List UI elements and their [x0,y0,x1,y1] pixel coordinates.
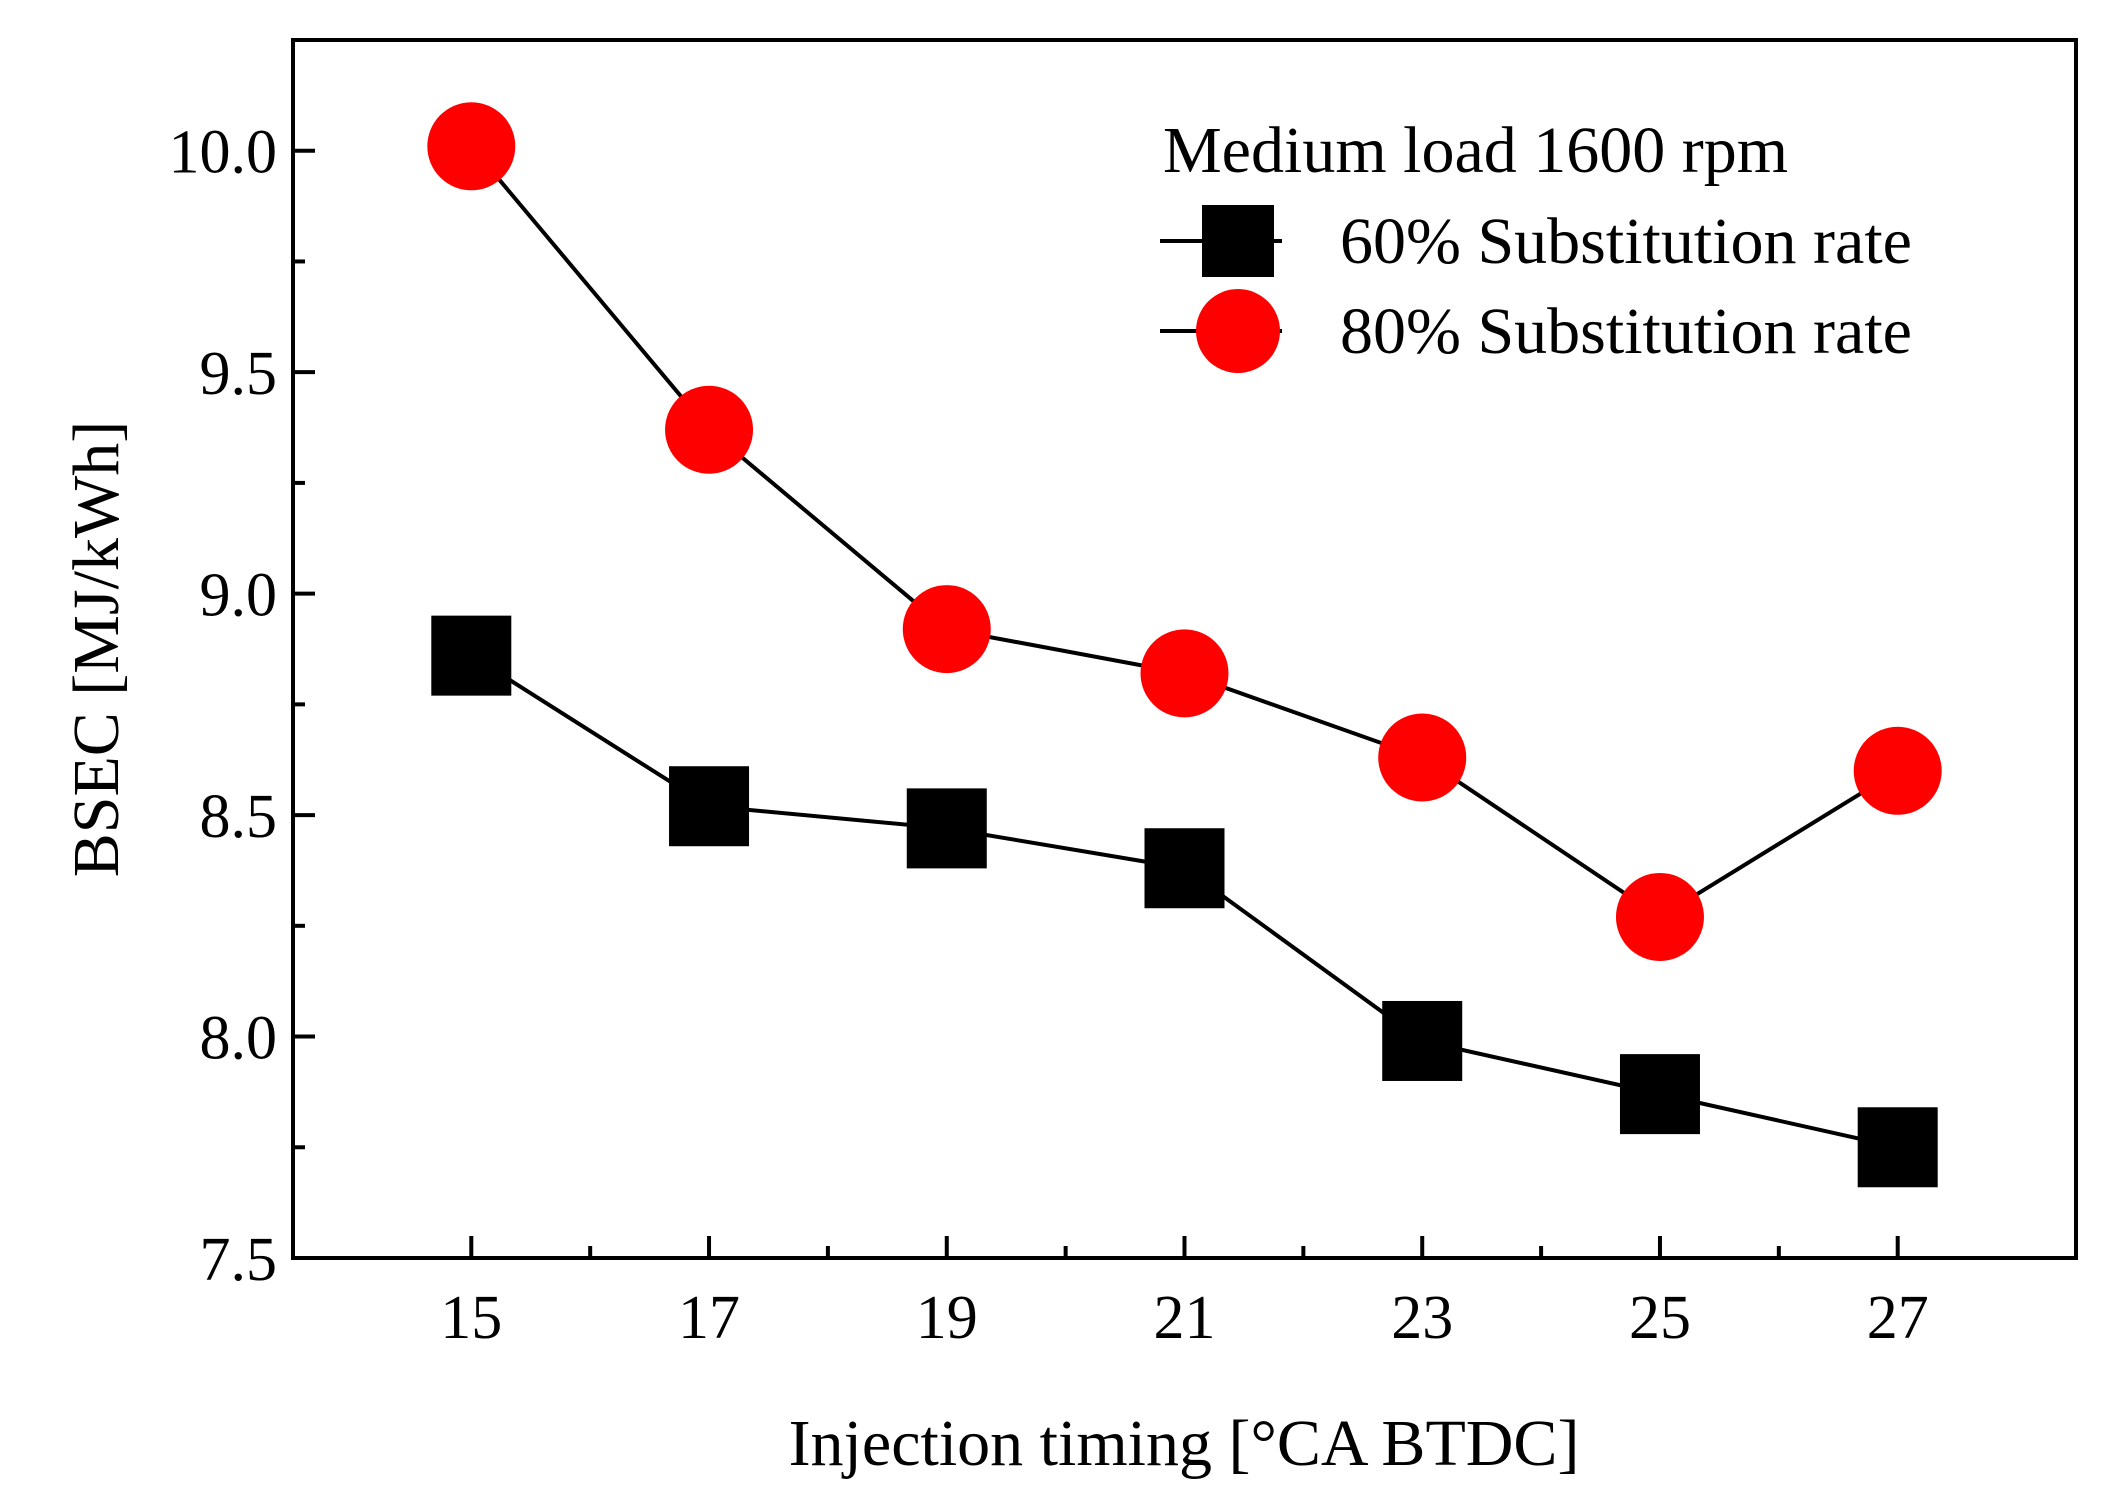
y-tick-label: 10.0 [169,119,278,187]
x-tick-label: 23 [1391,1284,1453,1352]
y-axis-title: BSEC [MJ/kWh] [60,421,133,878]
x-tick-label: 21 [1154,1284,1216,1352]
x-tick-label: 15 [440,1284,502,1352]
series-1-point [906,788,987,869]
series-1-point [1144,828,1225,909]
series-1-point [431,615,512,696]
legend-label: 60% Substitution rate [1340,205,1912,278]
legend-label: 80% Substitution rate [1340,295,1912,368]
legend-title: Medium load 1600 rpm [1163,114,1788,187]
legend: Medium load 1600 rpm 60% Substitution ra… [1160,114,1912,373]
y-tick-label: 9.5 [200,340,278,408]
x-tick-label: 27 [1867,1284,1929,1352]
legend-circle-marker [1196,289,1280,373]
x-tick-label: 25 [1629,1284,1691,1352]
series-2-point [902,585,991,674]
series-1-point [669,766,750,847]
series-2-point [1140,629,1229,718]
x-tick-label: 19 [916,1284,978,1352]
legend-square-marker [1202,205,1274,277]
series-2-point [427,102,516,191]
series-1-point [1857,1107,1938,1188]
y-tick-label: 7.5 [200,1226,278,1294]
y-tick-label: 9.0 [200,562,278,630]
series-layer [427,102,1942,1188]
x-axis-title: Injection timing [°CA BTDC] [789,1407,1580,1480]
series-2-point [665,385,754,474]
y-tick-label: 8.5 [200,783,278,851]
series-1-point [1382,1000,1463,1081]
ticks-layer: 15 17 19 21 23 25 27 7.5 8.0 8.5 9.0 9.5 10.0 [169,119,1929,1352]
series-2-point [1378,713,1467,802]
series-1-point [1619,1054,1700,1135]
series-2-point [1615,872,1704,961]
series-2-point [1853,726,1942,815]
x-tick-label: 17 [678,1284,740,1352]
y-tick-label: 8.0 [200,1005,278,1073]
